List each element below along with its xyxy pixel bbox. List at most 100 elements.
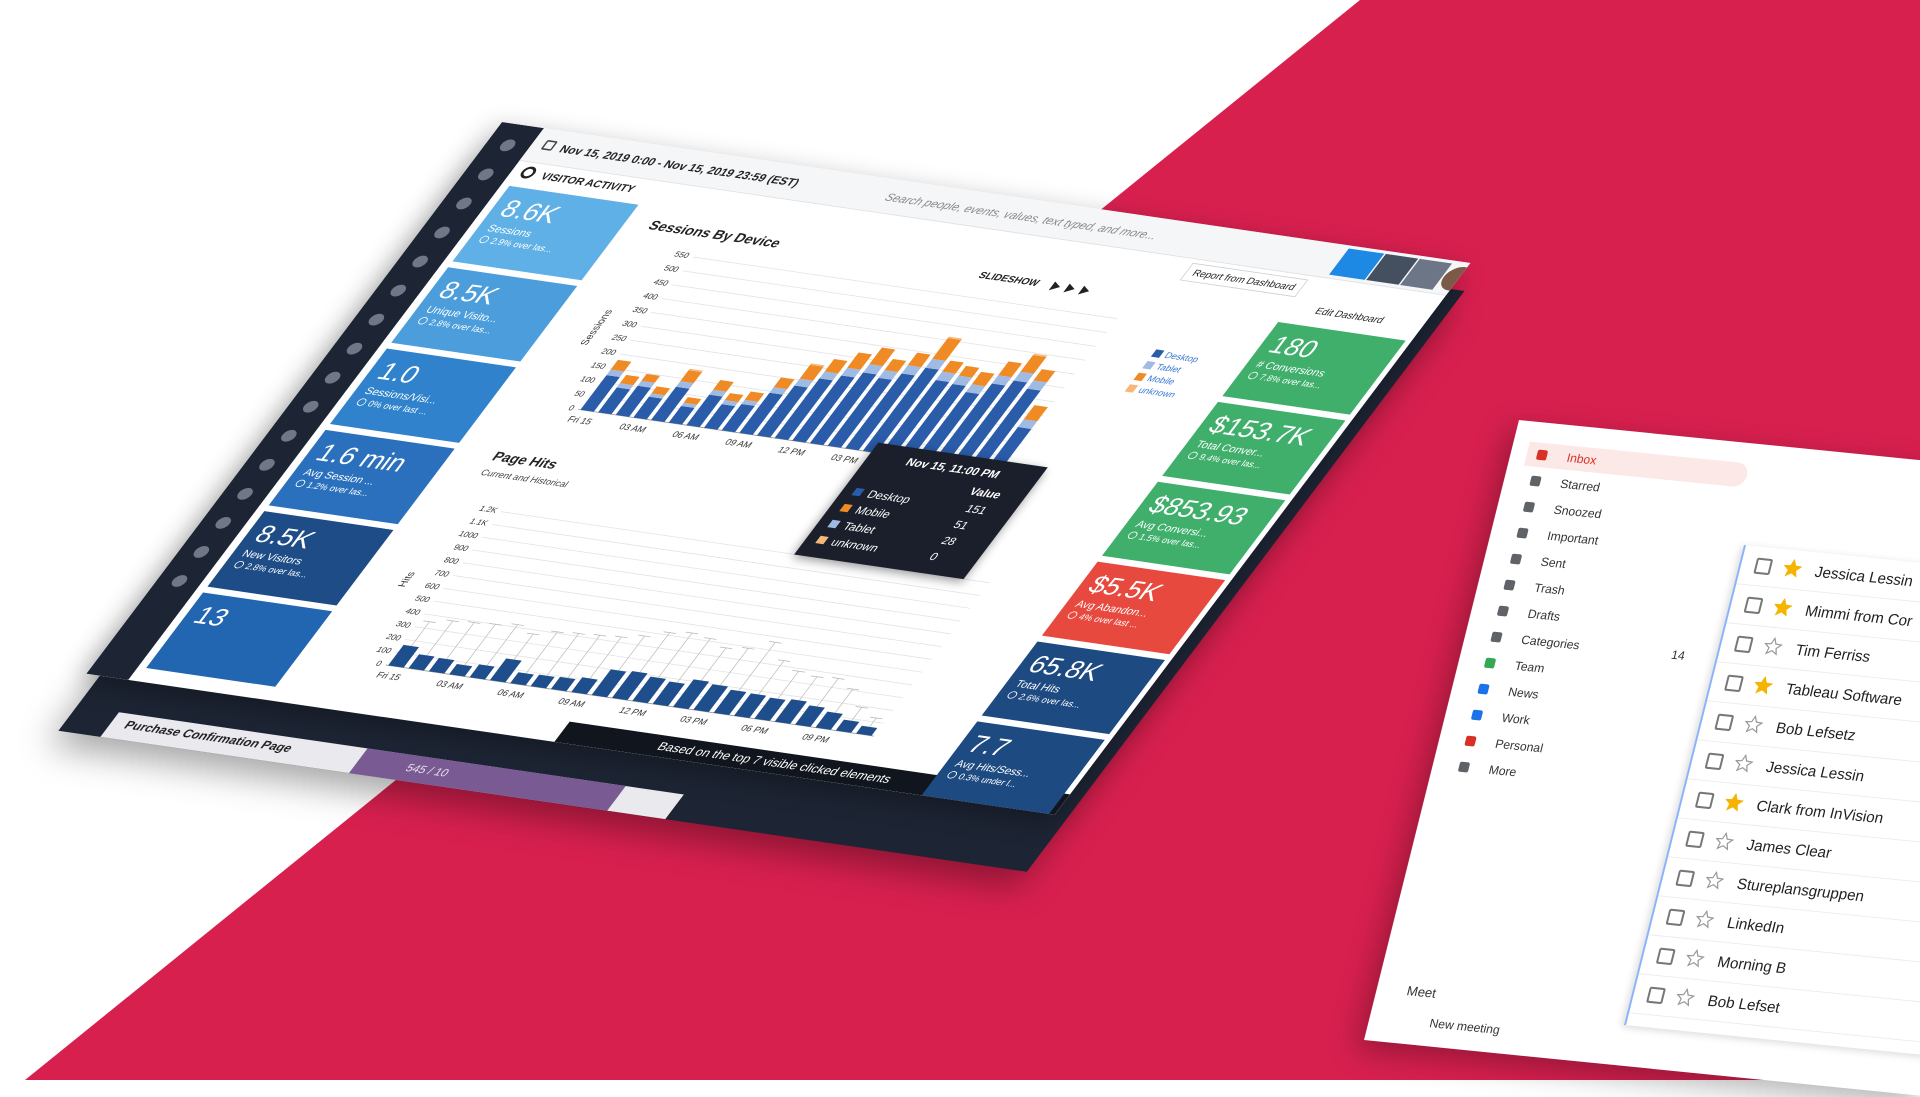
nav-icon[interactable] (344, 342, 366, 355)
star[interactable] (1781, 558, 1804, 578)
star[interactable] (1762, 636, 1785, 656)
new-meeting[interactable]: New meeting (1428, 1016, 1502, 1037)
folder-label: Important (1546, 529, 1600, 548)
bar-segment (972, 372, 995, 386)
star-shape (1714, 833, 1734, 850)
nav-icon[interactable] (278, 429, 300, 442)
star[interactable] (1772, 597, 1795, 617)
star[interactable] (1703, 870, 1726, 890)
bar-segment (1034, 369, 1056, 382)
folder-icon (1516, 528, 1529, 539)
checkbox[interactable] (1724, 675, 1744, 693)
grid-line (672, 285, 1096, 347)
x-tick-label: 06 PM (738, 723, 771, 736)
x-tick-label: 09 AM (555, 697, 587, 710)
nav-icon[interactable] (212, 516, 234, 529)
folder-label: Snoozed (1552, 503, 1603, 522)
nav-icon[interactable] (169, 574, 191, 587)
nav-icon[interactable] (475, 168, 497, 181)
bar-segment (713, 380, 734, 392)
star[interactable] (1733, 753, 1756, 773)
y-axis-label: Hits (397, 571, 419, 587)
historical-cap (489, 623, 501, 625)
y-tick-label: 300 (394, 619, 414, 629)
slideshow-control (1049, 282, 1064, 292)
nav-icon[interactable] (387, 284, 409, 297)
y-tick-label: 450 (651, 277, 671, 287)
checkbox[interactable] (1714, 714, 1734, 732)
star[interactable] (1723, 792, 1746, 812)
bar-segment (774, 377, 795, 389)
historical-whisker (739, 642, 776, 691)
folder-icon (1490, 632, 1503, 643)
checkbox[interactable] (1685, 831, 1705, 849)
folder-label: Starred (1559, 477, 1602, 495)
kpi-value: 13 (188, 601, 317, 643)
nav-icon[interactable] (256, 458, 278, 471)
calendar-icon[interactable] (540, 140, 558, 151)
historical-cap (638, 635, 650, 637)
bar-segment (611, 360, 632, 372)
nav-icon[interactable] (234, 487, 256, 500)
checkbox[interactable] (1666, 909, 1686, 927)
star[interactable] (1674, 987, 1697, 1007)
x-tick-label: 06 AM (494, 688, 526, 701)
checkbox[interactable] (1646, 987, 1666, 1005)
nav-icon[interactable] (497, 139, 519, 152)
y-tick-label: 0 (374, 659, 385, 668)
folder-label: Drafts (1526, 607, 1562, 624)
folder-icon (1458, 762, 1471, 773)
x-tick-label: Fri 15 (373, 670, 403, 683)
y-tick-label: 350 (630, 305, 650, 315)
historical-cap (527, 633, 539, 635)
checkbox[interactable] (1656, 948, 1676, 966)
folder-label: More (1487, 763, 1518, 780)
edit-button[interactable]: Edit Dashboard (1304, 302, 1396, 330)
folder-icon (1536, 450, 1549, 461)
checkbox[interactable] (1753, 558, 1773, 576)
checkbox[interactable] (1705, 753, 1725, 771)
star[interactable] (1713, 831, 1736, 851)
tooltip-swatch (815, 536, 829, 544)
checkbox[interactable] (1695, 792, 1715, 810)
nav-icon[interactable] (409, 255, 431, 268)
star[interactable] (1752, 675, 1775, 695)
historical-whisker (619, 636, 645, 670)
y-tick-label: 1.1K (467, 517, 490, 528)
star[interactable] (1694, 909, 1717, 929)
nav-icon[interactable] (366, 313, 388, 326)
star-shape (1763, 638, 1783, 655)
folder-label: Team (1513, 659, 1546, 676)
star-shape (1753, 677, 1773, 694)
slideshow-control (1063, 284, 1078, 294)
tooltip-swatch (851, 488, 865, 496)
checkbox[interactable] (1675, 870, 1695, 888)
y-tick-label: 100 (374, 645, 394, 655)
bar-segment (932, 338, 961, 361)
star[interactable] (1684, 948, 1707, 968)
tooltip-name: Tablet (840, 520, 879, 536)
checkbox[interactable] (1734, 636, 1754, 654)
historical-cap (769, 641, 781, 643)
x-tick-label: 12 PM (616, 706, 649, 719)
legend-label: Mobile (1144, 374, 1177, 387)
nav-icon[interactable] (431, 226, 453, 239)
nav-icon[interactable] (191, 545, 213, 558)
y-tick-label: 0 (566, 403, 577, 412)
bar-segment (936, 372, 956, 382)
sender: Mimmi from Cor (1803, 603, 1914, 631)
nav-icon[interactable] (453, 197, 475, 210)
bar-segment (992, 375, 1012, 385)
checkbox[interactable] (1744, 597, 1764, 615)
nav-icon[interactable] (322, 371, 344, 384)
y-tick-label: 400 (403, 606, 423, 616)
grid-line (662, 299, 1086, 361)
x-tick-label: 09 PM (799, 732, 832, 745)
star[interactable] (1742, 714, 1765, 734)
star-shape (1724, 794, 1744, 811)
nav-icon[interactable] (300, 400, 322, 413)
historical-cap (512, 624, 524, 626)
bar-segment (620, 375, 640, 385)
sender: Clark from InVision (1755, 798, 1886, 828)
bar-segment (1014, 372, 1034, 383)
